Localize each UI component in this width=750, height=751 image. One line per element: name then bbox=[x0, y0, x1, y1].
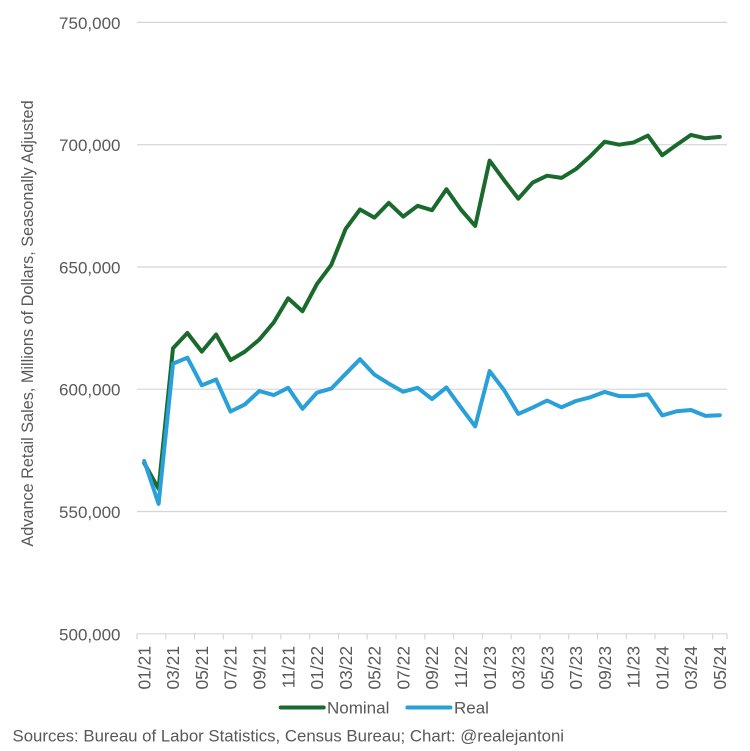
svg-text:01/24: 01/24 bbox=[652, 646, 672, 690]
svg-text:11/21: 11/21 bbox=[278, 646, 298, 688]
svg-text:750,000: 750,000 bbox=[59, 14, 120, 33]
svg-text:03/22: 03/22 bbox=[336, 646, 356, 690]
svg-text:09/23: 09/23 bbox=[595, 646, 615, 690]
svg-text:09/21: 09/21 bbox=[250, 646, 270, 690]
svg-text:550,000: 550,000 bbox=[59, 503, 120, 522]
svg-text:Sources: Bureau of Labor Stati: Sources: Bureau of Labor Statistics, Cen… bbox=[13, 727, 565, 746]
svg-text:05/21: 05/21 bbox=[192, 646, 212, 690]
svg-text:Real: Real bbox=[454, 699, 489, 718]
svg-text:05/22: 05/22 bbox=[365, 646, 385, 690]
svg-text:03/23: 03/23 bbox=[509, 646, 529, 690]
svg-text:Nominal: Nominal bbox=[327, 699, 389, 718]
svg-text:05/24: 05/24 bbox=[710, 646, 730, 690]
svg-text:01/22: 01/22 bbox=[307, 646, 327, 690]
svg-text:700,000: 700,000 bbox=[59, 136, 120, 155]
svg-text:09/22: 09/22 bbox=[422, 646, 442, 690]
svg-text:07/23: 07/23 bbox=[566, 646, 586, 690]
svg-text:07/22: 07/22 bbox=[393, 646, 413, 690]
svg-text:600,000: 600,000 bbox=[59, 381, 120, 400]
svg-text:01/21: 01/21 bbox=[134, 646, 154, 690]
svg-text:05/23: 05/23 bbox=[537, 646, 557, 690]
svg-text:11/23: 11/23 bbox=[624, 646, 644, 688]
svg-text:03/21: 03/21 bbox=[163, 646, 183, 690]
svg-text:11/22: 11/22 bbox=[451, 646, 471, 688]
svg-text:500,000: 500,000 bbox=[59, 625, 120, 644]
svg-text:03/24: 03/24 bbox=[681, 646, 701, 690]
svg-text:07/21: 07/21 bbox=[221, 646, 241, 690]
svg-text:Advance Retail Sales, Millions: Advance Retail Sales, Millions of Dollar… bbox=[19, 100, 37, 546]
svg-text:01/23: 01/23 bbox=[480, 646, 500, 690]
svg-text:650,000: 650,000 bbox=[59, 259, 120, 278]
